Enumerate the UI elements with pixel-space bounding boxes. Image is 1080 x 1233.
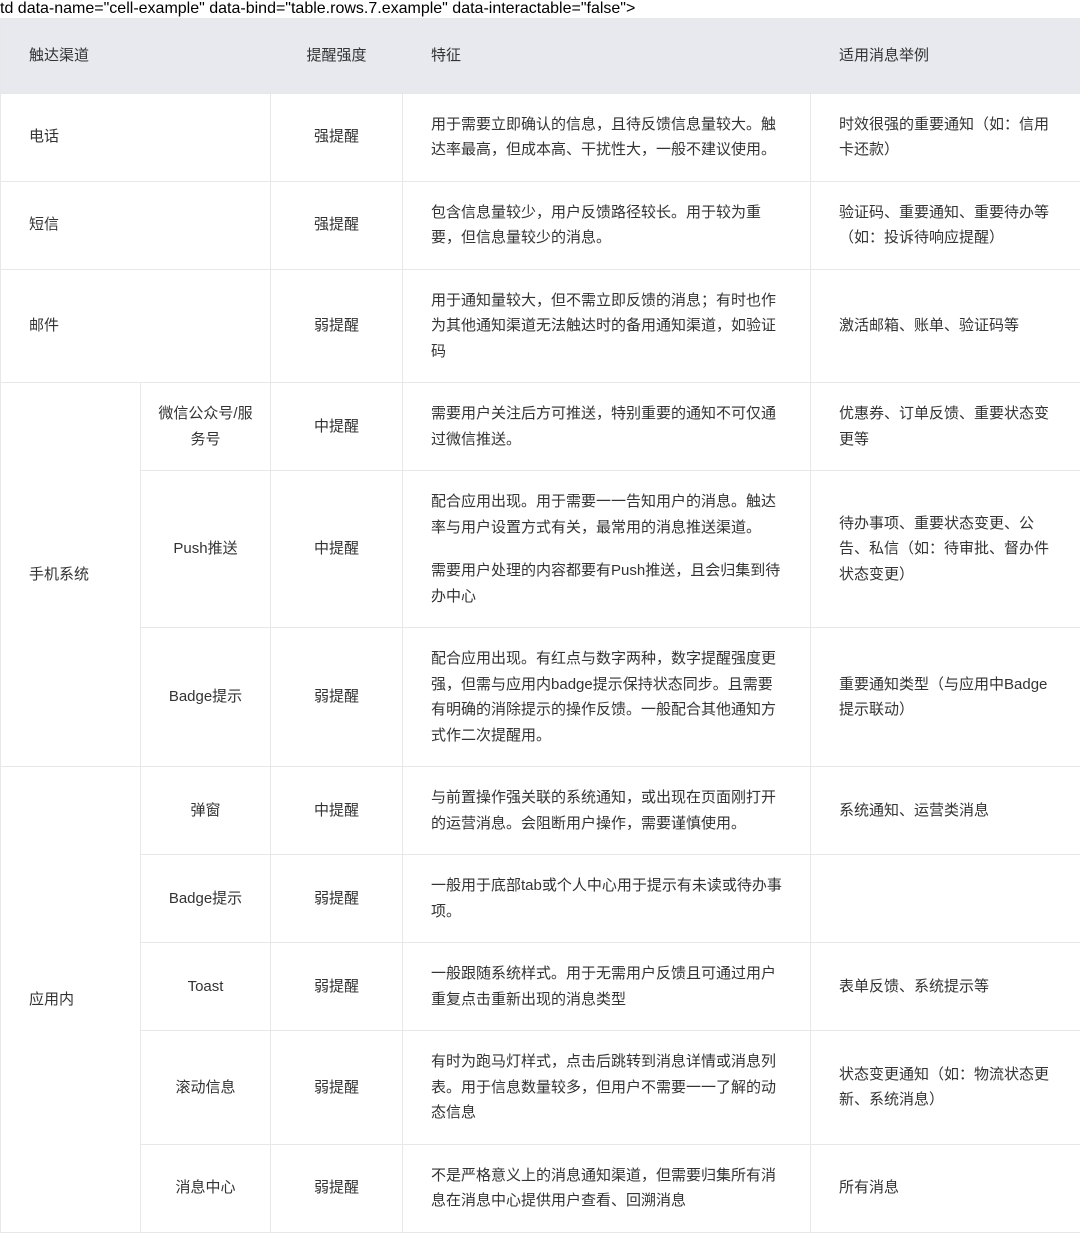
cell-intensity: 弱提醒 xyxy=(271,855,403,943)
cell-intensity: 强提醒 xyxy=(271,93,403,181)
cell-sub: 微信公众号/服务号 xyxy=(141,383,271,471)
table-row: 手机系统 微信公众号/服务号 中提醒 需要用户关注后方可推送，特别重要的通知不可… xyxy=(1,383,1080,471)
cell-feature: 一般跟随系统样式。用于无需用户反馈且可通过用户重复点击重新出现的消息类型 xyxy=(403,943,811,1031)
cell-feature: 有时为跑马灯样式，点击后跳转到消息详情或消息列表。用于信息数量较多，但用户不需要… xyxy=(403,1031,811,1145)
cell-sub: 滚动信息 xyxy=(141,1031,271,1145)
cell-sub: Push推送 xyxy=(141,471,271,628)
cell-example: 重要通知类型（与应用中Badge提示联动） xyxy=(811,628,1080,767)
cell-example: 激活邮箱、账单、验证码等 xyxy=(811,269,1080,383)
cell-example: 状态变更通知（如：物流状态更新、系统消息） xyxy=(811,1031,1080,1145)
cell-intensity: 弱提醒 xyxy=(271,1144,403,1232)
cell-intensity: 弱提醒 xyxy=(271,943,403,1031)
cell-channel: 短信 xyxy=(1,181,271,269)
col-header-intensity: 提醒强度 xyxy=(271,19,403,94)
cell-feature: 需要用户关注后方可推送，特别重要的通知不可仅通过微信推送。 xyxy=(403,383,811,471)
cell-intensity: 中提醒 xyxy=(271,383,403,471)
cell-example: 系统通知、运营类消息 xyxy=(811,767,1080,855)
cell-sub: 消息中心 xyxy=(141,1144,271,1232)
cell-channel: 电话 xyxy=(1,93,271,181)
cell-feature: 用于需要立即确认的信息，且待反馈信息量较大。触达率最高，但成本高、干扰性大，一般… xyxy=(403,93,811,181)
col-header-example: 适用消息举例 xyxy=(811,19,1080,94)
col-header-channel: 触达渠道 xyxy=(1,19,271,94)
cell-feature: 一般用于底部tab或个人中心用于提示有未读或待办事项。 xyxy=(403,855,811,943)
table-row: 电话 强提醒 用于需要立即确认的信息，且待反馈信息量较大。触达率最高，但成本高、… xyxy=(1,93,1080,181)
table-row: 邮件 弱提醒 用于通知量较大，但不需立即反馈的消息；有时也作为其他通知渠道无法触… xyxy=(1,269,1080,383)
cell-sub: Badge提示 xyxy=(141,628,271,767)
cell-channel-group: 应用内 xyxy=(1,767,141,1233)
cell-example: 表单反馈、系统提示等 xyxy=(811,943,1080,1031)
cell-intensity: 弱提醒 xyxy=(271,628,403,767)
cell-example: 验证码、重要通知、重要待办等（如：投诉待响应提醒） xyxy=(811,181,1080,269)
cell-sub: Badge提示 xyxy=(141,855,271,943)
cell-intensity: 弱提醒 xyxy=(271,1031,403,1145)
feature-p1: 配合应用出现。用于需要一一告知用户的消息。触达率与用户设置方式有关，最常用的消息… xyxy=(431,489,782,540)
cell-feature: 配合应用出现。用于需要一一告知用户的消息。触达率与用户设置方式有关，最常用的消息… xyxy=(403,471,811,628)
cell-example: 优惠券、订单反馈、重要状态变更等 xyxy=(811,383,1080,471)
cell-example: 待办事项、重要状态变更、公告、私信（如：待审批、督办件状态变更） xyxy=(811,471,1080,628)
col-header-feature: 特征 xyxy=(403,19,811,94)
table-row: Badge提示 弱提醒 一般用于底部tab或个人中心用于提示有未读或待办事项。 xyxy=(1,855,1080,943)
table-row: 滚动信息 弱提醒 有时为跑马灯样式，点击后跳转到消息详情或消息列表。用于信息数量… xyxy=(1,1031,1080,1145)
cell-feature: 包含信息量较少，用户反馈路径较长。用于较为重要，但信息量较少的消息。 xyxy=(403,181,811,269)
channel-table-container: td data-name="cell-example" data-bind="t… xyxy=(0,0,1080,1233)
cell-feature: 用于通知量较大，但不需立即反馈的消息；有时也作为其他通知渠道无法触达时的备用通知… xyxy=(403,269,811,383)
table-row: 应用内 弹窗 中提醒 与前置操作强关联的系统通知，或出现在页面刚打开的运营消息。… xyxy=(1,767,1080,855)
cell-intensity: 中提醒 xyxy=(271,471,403,628)
cell-feature: 配合应用出现。有红点与数字两种，数字提醒强度更强，但需与应用内badge提示保持… xyxy=(403,628,811,767)
table-header-row: 触达渠道 提醒强度 特征 适用消息举例 xyxy=(1,19,1080,94)
cell-intensity: 中提醒 xyxy=(271,767,403,855)
table-row: Badge提示 弱提醒 配合应用出现。有红点与数字两种，数字提醒强度更强，但需与… xyxy=(1,628,1080,767)
feature-p2: 需要用户处理的内容都要有Push推送，且会归集到待办中心 xyxy=(431,558,782,609)
cell-intensity: 弱提醒 xyxy=(271,269,403,383)
cell-channel: 邮件 xyxy=(1,269,271,383)
channel-table: 触达渠道 提醒强度 特征 适用消息举例 电话 强提醒 用于需要立即确认的信息，且… xyxy=(0,18,1080,1233)
table-row: Push推送 中提醒 配合应用出现。用于需要一一告知用户的消息。触达率与用户设置… xyxy=(1,471,1080,628)
table-row: Toast 弱提醒 一般跟随系统样式。用于无需用户反馈且可通过用户重复点击重新出… xyxy=(1,943,1080,1031)
cell-intensity: 强提醒 xyxy=(271,181,403,269)
cell-example: 时效很强的重要通知（如：信用卡还款） xyxy=(811,93,1080,181)
cell-example: 所有消息 xyxy=(811,1144,1080,1232)
table-row: 消息中心 弱提醒 不是严格意义上的消息通知渠道，但需要归集所有消息在消息中心提供… xyxy=(1,1144,1080,1232)
cell-sub: Toast xyxy=(141,943,271,1031)
cell-sub: 弹窗 xyxy=(141,767,271,855)
table-row: 短信 强提醒 包含信息量较少，用户反馈路径较长。用于较为重要，但信息量较少的消息… xyxy=(1,181,1080,269)
cell-feature: 与前置操作强关联的系统通知，或出现在页面刚打开的运营消息。会阻断用户操作，需要谨… xyxy=(403,767,811,855)
cell-channel-group: 手机系统 xyxy=(1,383,141,767)
cell-feature: 不是严格意义上的消息通知渠道，但需要归集所有消息在消息中心提供用户查看、回溯消息 xyxy=(403,1144,811,1232)
